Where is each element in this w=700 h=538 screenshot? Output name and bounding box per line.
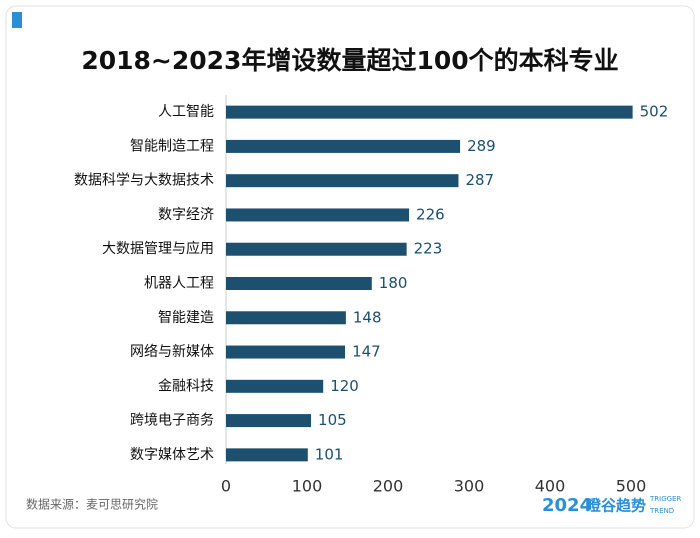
- x-tick-label: 500: [616, 477, 647, 496]
- corner-mark: [12, 12, 22, 28]
- bar: [226, 208, 410, 222]
- value-label: 120: [330, 377, 359, 395]
- source: 数据来源：麦可思研究院: [26, 497, 158, 512]
- y-tick-label: 跨境电子商务: [130, 413, 214, 429]
- y-tick-label: 智能制造工程: [130, 138, 214, 154]
- y-tick-label: 大数据管理与应用: [102, 240, 214, 257]
- x-tick-label: 300: [454, 477, 485, 496]
- value-label: 180: [379, 274, 408, 292]
- value-label: 223: [414, 240, 443, 258]
- bar: [226, 448, 308, 462]
- bar: [226, 311, 346, 325]
- logo-en: TREND: [649, 507, 674, 515]
- value-label: 148: [353, 308, 382, 326]
- logo-name: 瞪谷趋势: [586, 497, 646, 515]
- bar: [226, 174, 459, 188]
- y-tick-label: 智能建造: [158, 310, 214, 326]
- value-label: 147: [352, 343, 381, 361]
- value-label: 287: [465, 171, 494, 189]
- x-tick-label: 400: [535, 477, 566, 496]
- bar: [226, 277, 372, 290]
- y-tick-label: 数字经济: [158, 207, 214, 223]
- x-tick-label: 100: [292, 477, 323, 496]
- logo-en: TRIGGER: [649, 495, 681, 503]
- y-tick-label: 数字媒体艺术: [130, 447, 214, 463]
- y-tick-label: 金融科技: [158, 378, 214, 394]
- y-tick-label: 网络与新媒体: [130, 344, 214, 360]
- bar: [226, 414, 312, 428]
- bar: [226, 139, 461, 153]
- card: [5, 5, 695, 529]
- x-tick-label: 200: [373, 477, 404, 496]
- x-tick-label: 0: [221, 477, 231, 496]
- bar: [226, 105, 633, 119]
- y-tick-label: 机器人工程: [144, 276, 214, 292]
- y-tick-label: 数据科学与大数据技术: [74, 173, 214, 189]
- value-label: 502: [640, 103, 669, 121]
- value-label: 289: [467, 137, 496, 155]
- bar: [226, 345, 346, 359]
- value-label: 101: [315, 445, 344, 463]
- bar: [226, 242, 407, 256]
- y-tick-label: 人工智能: [158, 104, 214, 120]
- value-label: 226: [416, 205, 445, 223]
- chart-title: 2018~2023年增设数量超过100个的本科专业: [81, 46, 618, 75]
- bar: [226, 379, 324, 393]
- value-label: 105: [318, 411, 347, 429]
- logo-year: 2024: [542, 495, 592, 516]
